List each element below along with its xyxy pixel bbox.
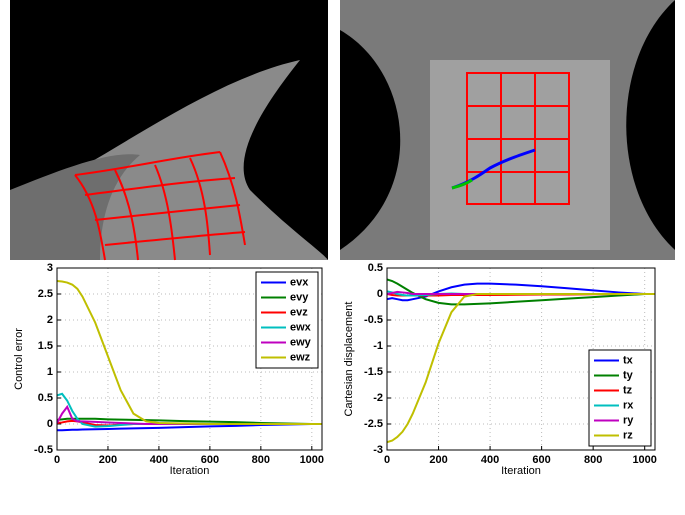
legend-label: evy <box>290 291 309 303</box>
legend-box <box>255 271 319 369</box>
y-tick-label: 1.5 <box>38 340 53 352</box>
series-line <box>57 423 322 432</box>
legend-label: ewz <box>290 351 311 363</box>
y-tick-label: 0.5 <box>38 392 53 404</box>
x-tick-label: 1000 <box>300 454 324 466</box>
legend-label: tx <box>623 354 634 366</box>
x-tick-label: 400 <box>150 454 168 466</box>
x-tick-label: 600 <box>532 454 550 466</box>
axes-box <box>56 267 323 451</box>
series-line <box>57 280 322 425</box>
y-tick-label: 2 <box>47 314 53 326</box>
y-tick-label: 2.5 <box>38 288 53 300</box>
y-tick-label: -2 <box>373 392 383 404</box>
x-tick-label: 200 <box>99 454 117 466</box>
y-tick-label: 1 <box>47 366 53 378</box>
series-line <box>387 278 655 306</box>
x-tick-label: 1000 <box>632 454 656 466</box>
y-tick-label: -0.5 <box>364 314 383 326</box>
x-tick-label: 800 <box>252 454 270 466</box>
y-axis-label: Cartesian displacement <box>343 302 355 417</box>
series-line <box>387 282 655 302</box>
legend-label: ty <box>623 369 634 381</box>
y-tick-label: 0 <box>377 288 383 300</box>
x-tick-label: 600 <box>201 454 219 466</box>
x-tick-label: 0 <box>54 454 60 466</box>
y-tick-label: -3 <box>373 444 383 456</box>
legend-label: rx <box>623 399 634 411</box>
legend-label: evx <box>290 276 309 288</box>
axes-box <box>386 267 656 451</box>
y-tick-label: -1 <box>373 340 383 352</box>
right-image <box>340 0 675 260</box>
y-tick-label: 0.5 <box>368 262 383 274</box>
y-tick-label: 3 <box>47 262 53 274</box>
y-tick-label: 0 <box>47 418 53 430</box>
y-tick-label: -1.5 <box>364 366 383 378</box>
x-axis-label: Iteration <box>501 465 541 477</box>
y-tick-label: -0.5 <box>34 444 53 456</box>
series-line <box>387 293 655 444</box>
x-axis-label: Iteration <box>170 465 210 477</box>
chart: -3 -2.5 -2 -1.5 -1 -0.5 0 0.5 0 200 400 600 800 1000 I… <box>343 262 657 477</box>
x-tick-label: 800 <box>584 454 602 466</box>
x-tick-label: 200 <box>429 454 447 466</box>
x-tick-label: 0 <box>384 454 390 466</box>
legend-label: ry <box>623 414 634 426</box>
legend-label: tz <box>623 384 633 396</box>
legend-label: ewy <box>290 336 312 348</box>
left-image <box>10 0 328 261</box>
y-axis-label: Control error <box>13 328 25 390</box>
x-tick-label: 400 <box>481 454 499 466</box>
legend-label: evz <box>290 306 308 318</box>
chart: -0.500.511.522.530 200 400 600 800 1000Iterat… <box>13 262 324 477</box>
legend-label: ewx <box>290 321 312 333</box>
y-tick-label: -2.5 <box>364 418 383 430</box>
legend-label: rz <box>623 429 633 441</box>
legend-box <box>588 349 652 447</box>
